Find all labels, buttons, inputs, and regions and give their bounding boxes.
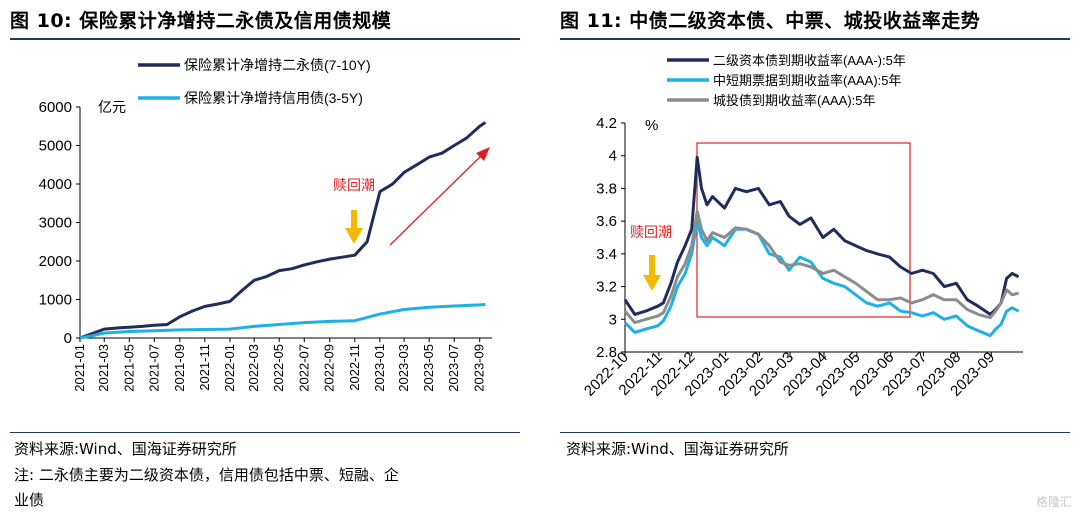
x-tick-label: 2021-09 bbox=[172, 344, 187, 392]
chart-1-axes: 0 1000 2000 3000 4000 5000 6000 2021-01 2021-03 2… bbox=[39, 99, 492, 392]
figure-10-top-rule bbox=[10, 38, 520, 40]
y-tick-label: 3.4 bbox=[596, 246, 617, 263]
y-tick-label: 3.8 bbox=[596, 180, 617, 197]
figure-10-note-line2: 业债 bbox=[14, 491, 45, 509]
chart-1-annotation: 赎回潮 bbox=[333, 177, 375, 193]
chart-2-highlight-box bbox=[696, 142, 911, 318]
figure-11-bottom-rule bbox=[560, 432, 1070, 433]
y-tick-label: 3 bbox=[609, 311, 617, 328]
y-tick-label: 3.2 bbox=[596, 279, 617, 296]
chart-1-down-arrow bbox=[345, 210, 363, 244]
series-line-0 bbox=[79, 121, 487, 340]
chart-1-legend: 保险累计净增持二永债(7-10Y) 保险累计净增持信用债(3-5Y) bbox=[138, 57, 371, 106]
y-tick-label: 2.8 bbox=[596, 344, 617, 361]
y-tick-label: 4000 bbox=[39, 176, 72, 193]
x-tick-label: 2021-11 bbox=[197, 344, 212, 391]
series-line-1 bbox=[79, 303, 486, 340]
series-line-0 bbox=[623, 155, 1020, 316]
figure-10-note-line1: 注: 二永债主要为二级资本债，信用债包括中票、短融、企 bbox=[14, 466, 399, 484]
legend-label-0: 保险累计净增持二永债(7-10Y) bbox=[184, 57, 371, 73]
y-tick-label: 6000 bbox=[39, 99, 72, 116]
x-tick-label: 2021-03 bbox=[96, 344, 111, 392]
series-line-2 bbox=[623, 209, 1019, 325]
chart-2-legend: 二级资本债到期收益率(AAA-):5年中短期票据到期收益率(AAA):5年城投债… bbox=[667, 53, 906, 108]
chart-1-y-axis-label: 亿元 bbox=[98, 99, 126, 115]
x-tick-label: 2023-01 bbox=[372, 344, 387, 392]
x-tick-label: 2022-09 bbox=[322, 344, 337, 392]
y-tick-label: 5000 bbox=[39, 138, 72, 155]
chart-2-annotation: 赎回潮 bbox=[630, 224, 672, 240]
series-line-1 bbox=[623, 219, 1020, 338]
y-tick-label: 4.2 bbox=[596, 115, 617, 132]
y-tick-label: 1000 bbox=[39, 292, 72, 309]
y-tick-label: 2000 bbox=[39, 253, 72, 270]
y-tick-label: 0 bbox=[64, 330, 72, 347]
x-tick-label: 2021-07 bbox=[146, 344, 161, 392]
chart-1-series bbox=[79, 121, 487, 340]
x-tick-label: 2023-03 bbox=[396, 344, 411, 392]
chart-2-down-arrow bbox=[643, 255, 661, 291]
chart-2-y-axis-label: % bbox=[645, 117, 658, 134]
x-tick-label: 2022-11 bbox=[347, 344, 362, 391]
x-tick-label: 2022-07 bbox=[296, 344, 311, 392]
figure-11-top-rule bbox=[560, 38, 1070, 40]
x-tick-label: 2023-09 bbox=[472, 344, 487, 392]
watermark-logo: 格隆汇 bbox=[1035, 495, 1072, 509]
figure-10-source: 资料来源:Wind、国海证券研究所 bbox=[14, 440, 237, 458]
chart-1: 0 1000 2000 3000 4000 5000 6000 2021-01 2021-03 2… bbox=[39, 57, 492, 392]
figure-11-title: 图 11: 中债二级资本债、中票、城投收益率走势 bbox=[560, 10, 981, 32]
legend-label-1: 保险累计净增持信用债(3-5Y) bbox=[184, 90, 363, 106]
x-tick-label: 2022-03 bbox=[246, 344, 261, 392]
x-tick-label: 2023-07 bbox=[446, 344, 461, 392]
figure-10-title: 图 10: 保险累计净增持二永债及信用债规模 bbox=[10, 10, 392, 32]
figure-11-source: 资料来源:Wind、国海证券研究所 bbox=[566, 440, 789, 458]
chart-2: 2.833.23.43.63.844.22022-102022-112022-1… bbox=[581, 53, 1023, 400]
legend-label-0: 二级资本债到期收益率(AAA-):5年 bbox=[713, 53, 906, 68]
x-tick-label: 2021-01 bbox=[72, 344, 87, 392]
x-tick-label: 2023-05 bbox=[421, 344, 436, 392]
legend-label-1: 中短期票据到期收益率(AAA):5年 bbox=[713, 73, 902, 88]
x-tick-label: 2021-05 bbox=[121, 344, 136, 392]
figure-10-bottom-rule bbox=[10, 432, 520, 433]
y-tick-label: 3000 bbox=[39, 215, 72, 232]
x-tick-label: 2022-01 bbox=[222, 344, 237, 392]
chart-1-trend-arrow bbox=[389, 147, 490, 246]
chart-2-series bbox=[623, 155, 1020, 338]
y-tick-label: 3.6 bbox=[596, 213, 617, 230]
legend-label-2: 城投债到期收益率(AAA):5年 bbox=[713, 93, 876, 108]
y-tick-label: 4 bbox=[609, 148, 617, 165]
x-tick-label: 2022-05 bbox=[271, 344, 286, 392]
